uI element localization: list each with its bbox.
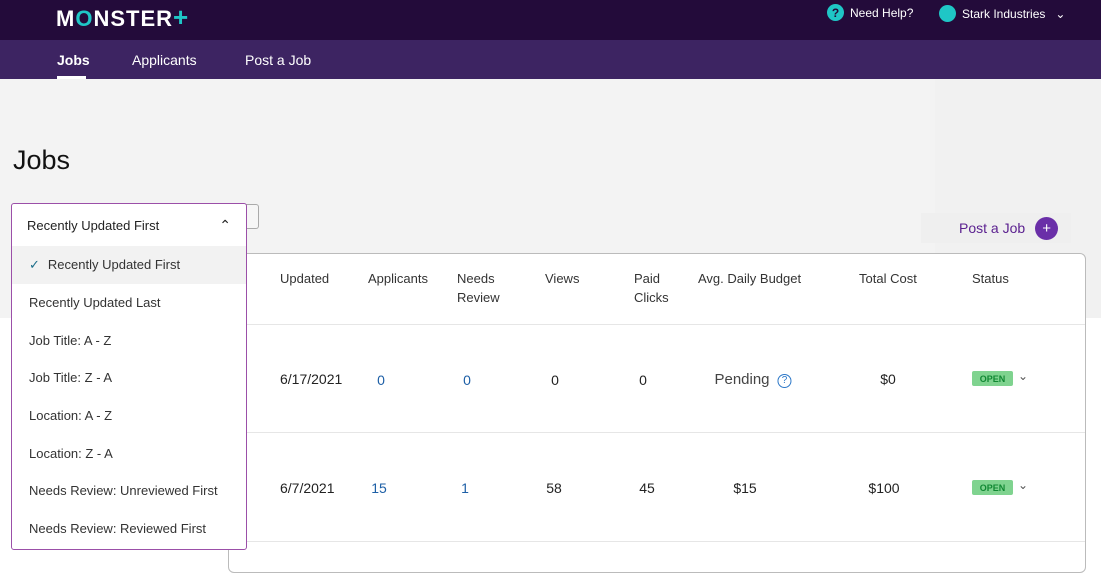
col-needs-review[interactable]: Needs Review xyxy=(457,271,500,305)
row2-total-cost: $100 xyxy=(868,480,900,496)
row1-applicants[interactable]: 0 xyxy=(377,372,385,388)
status-badge: OPEN xyxy=(972,480,1013,495)
nav-post-a-job[interactable]: Post a Job xyxy=(245,52,312,68)
row1-needs-review[interactable]: 0 xyxy=(463,372,471,388)
check-icon: ✓ xyxy=(29,256,40,272)
sort-dropdown-header[interactable]: Recently Updated First ⌃ xyxy=(12,204,246,246)
plus-icon: + xyxy=(1035,216,1059,240)
col-applicants[interactable]: Applicants xyxy=(368,271,428,286)
sort-option[interactable]: Job Title: A - Z xyxy=(29,332,112,348)
avatar-icon xyxy=(939,5,956,22)
account-name: Stark Industries xyxy=(962,6,1046,21)
row1-views: 0 xyxy=(551,372,559,388)
row2-views: 58 xyxy=(546,480,562,496)
need-help-link[interactable]: ? Need Help? xyxy=(827,4,913,21)
sort-option[interactable]: ✓ Recently Updated First xyxy=(12,246,246,284)
row1-total-cost: $0 xyxy=(880,371,896,387)
row2-updated: 6/7/2021 xyxy=(280,480,335,496)
row2-budget: $15 xyxy=(733,480,757,496)
sort-option[interactable]: Location: A - Z xyxy=(29,408,113,424)
sort-dropdown[interactable]: Recently Updated First ⌃ ✓ Recently Update… xyxy=(11,203,247,550)
row2-paid-clicks: 45 xyxy=(639,480,655,496)
nav-applicants[interactable]: Applicants xyxy=(132,52,197,68)
account-menu[interactable]: Stark Industries ⌄ xyxy=(939,5,1065,22)
row2-needs-review[interactable]: 1 xyxy=(461,480,469,496)
col-total-cost[interactable]: Total Cost xyxy=(859,271,917,286)
jobs-table xyxy=(228,253,1086,573)
post-a-job-label: Post a Job xyxy=(959,220,1026,236)
sort-option[interactable]: Location: Z - A xyxy=(29,445,113,461)
sort-selected: Recently Updated First xyxy=(27,217,160,233)
chevron-down-icon[interactable]: ⌄ xyxy=(1018,369,1029,383)
budget-value: Pending xyxy=(714,371,770,388)
row1-budget: Pending? xyxy=(714,371,792,388)
chevron-down-icon[interactable]: ⌄ xyxy=(1018,478,1029,492)
col-updated[interactable]: Updated xyxy=(280,271,330,286)
col-status[interactable]: Status xyxy=(972,271,1009,286)
sort-option[interactable]: Recently Updated Last xyxy=(29,295,161,311)
page-title: Jobs xyxy=(13,145,71,175)
top-bar: MONSTER+ ? Need Help? Stark Industries ⌄ xyxy=(0,0,1101,40)
row2-applicants[interactable]: 15 xyxy=(371,480,387,496)
divider xyxy=(229,432,1085,433)
sort-option[interactable]: Needs Review: Unreviewed First xyxy=(29,483,218,499)
row1-paid-clicks: 0 xyxy=(639,372,647,388)
help-icon: ? xyxy=(827,4,844,21)
monster-logo[interactable]: MONSTER+ xyxy=(56,2,190,32)
help-label: Need Help? xyxy=(850,5,914,20)
post-a-job-button[interactable]: Post a Job + xyxy=(921,213,1071,243)
col-paid-clicks[interactable]: Paid Clicks xyxy=(634,271,669,305)
sort-option[interactable]: Needs Review: Reviewed First xyxy=(29,521,207,537)
main-nav: Jobs Applicants Post a Job xyxy=(0,40,1101,79)
active-tab-indicator xyxy=(57,76,86,79)
nav-jobs[interactable]: Jobs xyxy=(57,52,90,68)
question-icon[interactable]: ? xyxy=(777,373,792,388)
col-budget[interactable]: Avg. Daily Budget xyxy=(698,271,802,286)
chevron-down-icon: ⌄ xyxy=(1055,6,1066,21)
option-label: Recently Updated First xyxy=(47,257,181,273)
divider xyxy=(229,324,1085,325)
divider xyxy=(229,541,1085,542)
row1-updated: 6/17/2021 xyxy=(280,371,343,387)
chevron-up-icon: ⌃ xyxy=(219,216,231,233)
col-views[interactable]: Views xyxy=(545,271,580,286)
status-badge: OPEN xyxy=(972,371,1013,386)
sort-option[interactable]: Job Title: Z - A xyxy=(29,370,113,386)
